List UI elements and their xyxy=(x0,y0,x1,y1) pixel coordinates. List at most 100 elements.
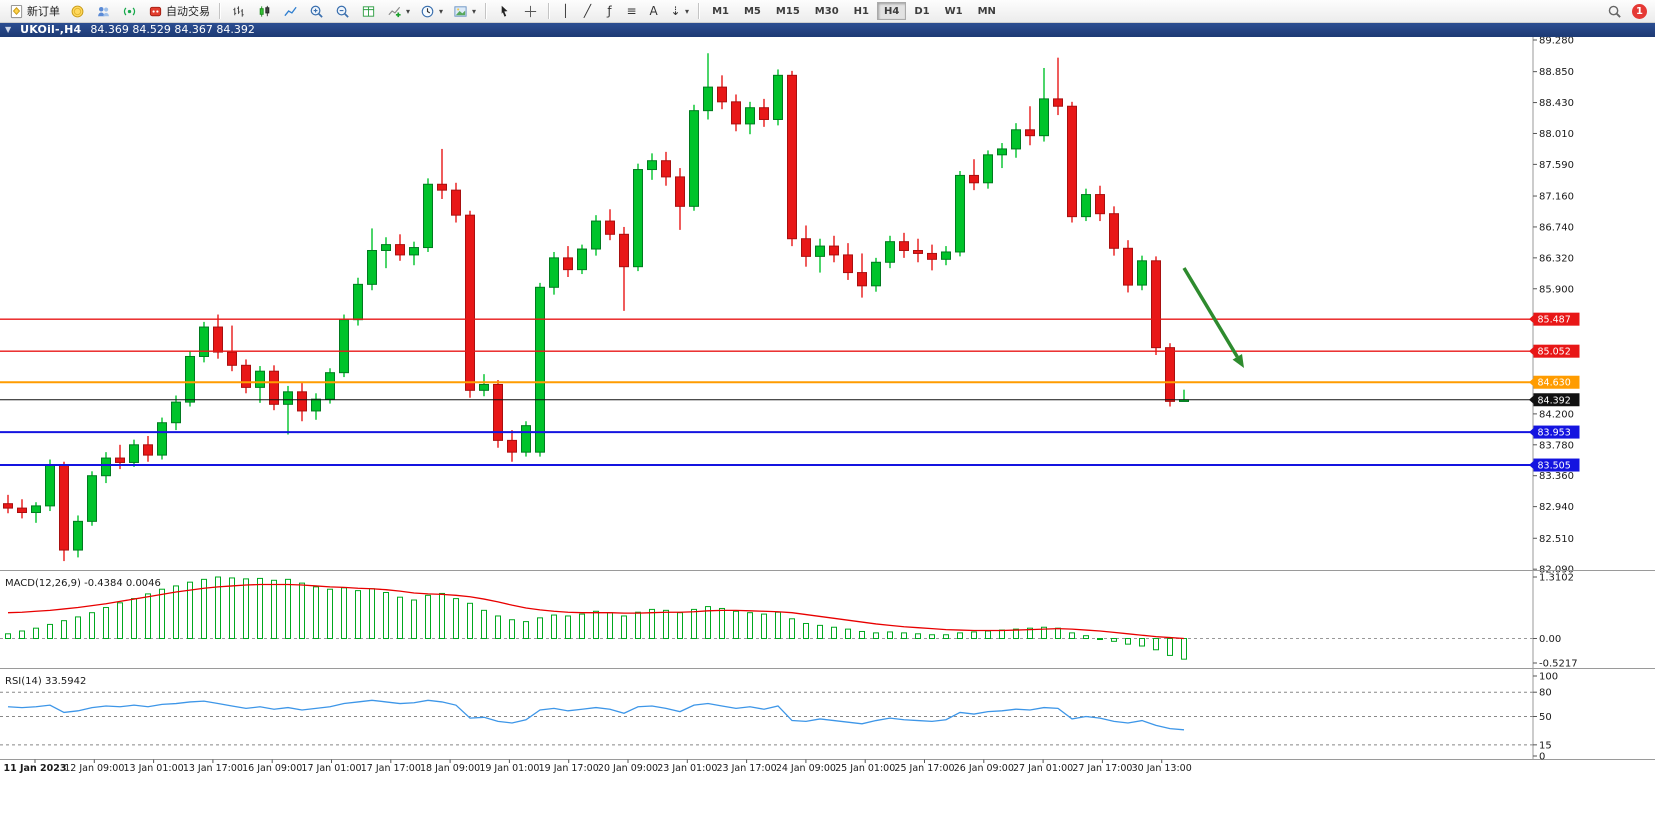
candle xyxy=(703,53,713,120)
coin-icon xyxy=(69,3,86,20)
toolbar-separator xyxy=(219,3,221,19)
vertical-line-icon: │ xyxy=(561,3,570,18)
candle xyxy=(479,374,489,397)
market-watch-button[interactable] xyxy=(65,1,90,21)
candle xyxy=(269,365,279,411)
candle xyxy=(927,244,937,271)
price-tag: 83.505 xyxy=(1529,458,1580,472)
candle xyxy=(871,257,881,292)
bars-icon xyxy=(230,3,247,20)
timeframe-d1-button[interactable]: D1 xyxy=(907,2,936,20)
bar-chart-button[interactable] xyxy=(226,1,251,21)
notification-badge[interactable]: 1 xyxy=(1632,3,1647,19)
price-axis-label: 82.510 xyxy=(1539,534,1574,545)
time-axis-label: 17 Jan 01:00 xyxy=(301,763,361,774)
indicator-add-icon xyxy=(386,3,403,20)
signals-button[interactable] xyxy=(117,1,142,21)
candle xyxy=(1137,255,1147,291)
cursor-button[interactable] xyxy=(492,1,517,21)
macd-axis-label: -0.5217 xyxy=(1539,659,1578,670)
candle xyxy=(535,282,545,457)
candle xyxy=(661,151,671,186)
candle xyxy=(1081,188,1091,222)
candle xyxy=(1109,206,1119,256)
candle xyxy=(17,499,27,519)
candle xyxy=(451,182,461,223)
crosshair-icon xyxy=(522,3,539,20)
indicators-button[interactable]: ▾ xyxy=(382,1,414,21)
rsi-line xyxy=(7,699,1185,731)
price-axis-label: 83.360 xyxy=(1539,471,1574,482)
trendline-button[interactable]: ╱ xyxy=(577,1,598,21)
price-axis-label: 87.590 xyxy=(1539,160,1574,171)
templates-button[interactable]: ▾ xyxy=(448,1,480,21)
candle xyxy=(311,393,321,420)
candle xyxy=(913,238,923,263)
timeframe-m1-button[interactable]: M1 xyxy=(705,2,736,20)
candle xyxy=(773,69,783,126)
timeframe-m15-button[interactable]: M15 xyxy=(769,2,807,20)
text-button[interactable]: A xyxy=(643,1,664,21)
svg-text:84.630: 84.630 xyxy=(1538,378,1571,389)
svg-text:85.487: 85.487 xyxy=(1538,315,1571,326)
trend-arrow[interactable] xyxy=(1182,267,1244,368)
timeframe-mn-button[interactable]: MN xyxy=(971,2,1003,20)
cursor-icon xyxy=(496,3,513,20)
time-axis-label: 16 Jan 09:00 xyxy=(242,763,302,774)
price-axis-label: 83.780 xyxy=(1539,440,1574,451)
users-icon xyxy=(95,3,112,20)
candle xyxy=(507,430,517,462)
zoom-out-icon xyxy=(334,3,351,20)
candle xyxy=(745,101,755,135)
time-axis-label: 13 Jan 17:00 xyxy=(183,763,243,774)
autotrading-button[interactable]: 自动交易 xyxy=(143,1,214,21)
new-order-button[interactable]: 新订单 xyxy=(4,1,64,21)
fibonacci-button[interactable]: ƒ xyxy=(599,1,620,21)
candle xyxy=(1165,343,1175,407)
candle xyxy=(549,251,559,295)
zoom-out-button[interactable] xyxy=(330,1,355,21)
candle xyxy=(1053,57,1063,116)
crosshair-button[interactable] xyxy=(518,1,543,21)
macd-axis-label: 1.3102 xyxy=(1539,573,1574,584)
chart-menu-caret-icon[interactable] xyxy=(5,22,11,37)
candle xyxy=(619,226,629,311)
search-button[interactable] xyxy=(1602,1,1627,21)
price-axis[interactable]: 89.280 88.850 88.430 88.010 87.590 87.160 86.7… xyxy=(1529,36,1580,760)
vertical-line-button[interactable]: │ xyxy=(555,1,576,21)
accounts-button[interactable] xyxy=(91,1,116,21)
candle xyxy=(885,235,895,269)
candlestick-chart-button[interactable] xyxy=(252,1,277,21)
time-axis-label: 20 Jan 09:00 xyxy=(598,763,658,774)
candles-icon xyxy=(256,3,273,20)
price-axis-label: 86.320 xyxy=(1539,253,1574,264)
arrows-button[interactable]: ⇣ ▾ xyxy=(665,1,693,21)
candle xyxy=(283,385,293,435)
time-axis-label: 27 Jan 01:00 xyxy=(1013,763,1073,774)
candle xyxy=(59,461,69,562)
timeframe-m5-button[interactable]: M5 xyxy=(737,2,768,20)
dropdown-caret-icon: ▾ xyxy=(472,6,477,16)
candle xyxy=(45,459,55,512)
candle xyxy=(213,314,223,359)
candle xyxy=(157,417,167,460)
candle xyxy=(353,277,363,326)
toolbar-separator xyxy=(485,3,488,19)
candle xyxy=(241,359,251,394)
price-axis-label: 89.280 xyxy=(1539,36,1574,47)
zoom-in-button[interactable] xyxy=(304,1,329,21)
periods-button[interactable]: ▾ xyxy=(415,1,447,21)
candle xyxy=(605,209,615,241)
timeframe-h4-button[interactable]: H4 xyxy=(876,2,907,20)
rsi-panel: RSI(14) 33.5942 100 80 50 150 xyxy=(0,672,1558,763)
timeframe-w1-button[interactable]: W1 xyxy=(938,2,970,20)
channel-button[interactable]: ≡ xyxy=(621,1,642,21)
timeframe-h1-button[interactable]: H1 xyxy=(847,2,876,20)
line-chart-button[interactable] xyxy=(278,1,303,21)
tile-windows-button[interactable] xyxy=(356,1,381,21)
timeframe-m30-button[interactable]: M30 xyxy=(808,2,846,20)
candle xyxy=(983,150,993,189)
candle xyxy=(465,210,475,398)
